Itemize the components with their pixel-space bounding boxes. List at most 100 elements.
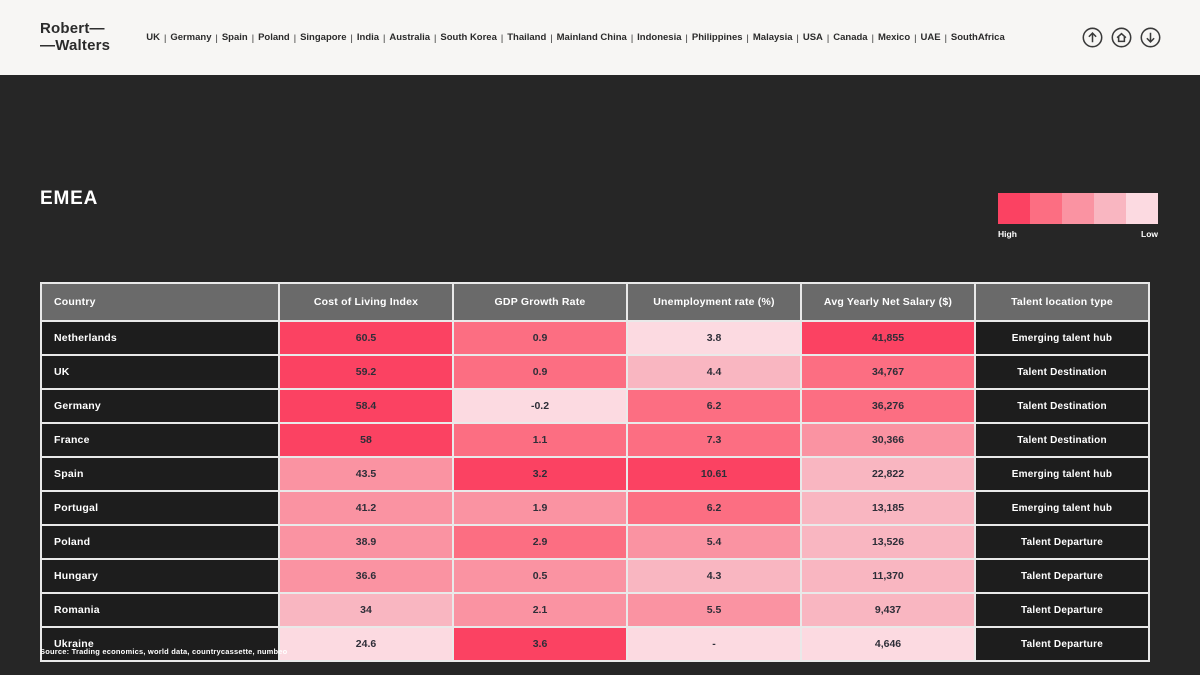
gdp-growth-cell: -0.2 <box>454 390 626 422</box>
nav-item-malaysia[interactable]: Malaysia <box>752 32 793 43</box>
gdp-growth-cell: 0.9 <box>454 356 626 388</box>
nav-item-uae[interactable]: UAE <box>920 32 941 43</box>
nav-item-southafrica[interactable]: SouthAfrica <box>950 32 1005 43</box>
column-header-avg-yearly-net-salary: Avg Yearly Net Salary ($) <box>802 284 974 320</box>
salary-cell: 41,855 <box>802 322 974 354</box>
source-note: Source: Trading economics, world data, c… <box>40 647 288 656</box>
talent-type-cell: Emerging talent hub <box>976 322 1148 354</box>
gdp-growth-cell: 2.1 <box>454 594 626 626</box>
column-header-cost-of-living-index: Cost of Living Index <box>280 284 452 320</box>
logo-line-1: Robert— <box>40 20 105 38</box>
country-cell-spain: Spain <box>42 458 278 490</box>
legend-low-label: Low <box>1141 229 1158 239</box>
up-arrow-icon[interactable] <box>1081 26 1104 49</box>
cost-of-living-cell: 58 <box>280 424 452 456</box>
salary-cell: 30,366 <box>802 424 974 456</box>
cost-of-living-cell: 24.6 <box>280 628 452 660</box>
talent-type-cell: Talent Departure <box>976 560 1148 592</box>
nav-item-mainland-china[interactable]: Mainland China <box>556 32 627 43</box>
logo-line-2: —Walters <box>40 36 111 54</box>
cost-of-living-cell: 43.5 <box>280 458 452 490</box>
unemployment-cell: 4.3 <box>628 560 800 592</box>
column-header-unemployment-rate: Unemployment rate (%) <box>628 284 800 320</box>
gdp-growth-cell: 1.9 <box>454 492 626 524</box>
nav-separator: | <box>826 32 830 43</box>
nav-item-australia[interactable]: Australia <box>389 32 431 43</box>
heatmap-legend: High Low <box>998 193 1158 239</box>
nav-separator: | <box>550 32 553 43</box>
nav-item-singapore[interactable]: Singapore <box>300 32 347 43</box>
unemployment-cell: 5.5 <box>628 594 800 626</box>
talent-type-cell: Emerging talent hub <box>976 458 1148 490</box>
gdp-growth-cell: 0.9 <box>454 322 626 354</box>
cost-of-living-cell: 38.9 <box>280 526 452 558</box>
emea-data-table: Country Cost of Living Index GDP Growth Ra… <box>40 282 1150 662</box>
nav-separator: | <box>944 32 947 43</box>
nav-item-south-korea[interactable]: South Korea <box>440 32 497 43</box>
nav-separator: | <box>871 32 874 43</box>
nav-item-philippines[interactable]: Philippines <box>691 32 743 43</box>
nav-item-thailand[interactable]: Thailand <box>507 32 547 43</box>
gdp-growth-cell: 0.5 <box>454 560 626 592</box>
country-cell-netherlands: Netherlands <box>42 322 278 354</box>
country-nav: UK | Germany | Spain | Poland | Singapore | India |… <box>142 32 1069 43</box>
gdp-growth-cell: 3.2 <box>454 458 626 490</box>
header-icons <box>1081 26 1162 49</box>
unemployment-cell: - <box>628 628 800 660</box>
nav-separator: | <box>685 32 688 43</box>
nav-separator: | <box>383 32 386 43</box>
nav-item-uk[interactable]: UK <box>146 32 160 43</box>
nav-item-germany[interactable]: Germany <box>170 32 212 43</box>
nav-item-poland[interactable]: Poland <box>258 32 290 43</box>
nav-separator: | <box>434 32 437 43</box>
country-cell-france: France <box>42 424 278 456</box>
cost-of-living-cell: 41.2 <box>280 492 452 524</box>
unemployment-cell: 3.8 <box>628 322 800 354</box>
salary-cell: 9,437 <box>802 594 974 626</box>
nav-item-spain[interactable]: Spain <box>221 32 248 43</box>
nav-separator: | <box>293 32 297 43</box>
country-cell-hungary: Hungary <box>42 560 278 592</box>
column-header-talent-location-type: Talent location type <box>976 284 1148 320</box>
talent-type-cell: Talent Destination <box>976 356 1148 388</box>
nav-separator: | <box>163 32 167 43</box>
nav-item-mexico[interactable]: Mexico <box>877 32 911 43</box>
country-cell-ukraine: Ukraine <box>42 628 278 660</box>
gdp-growth-cell: 1.1 <box>454 424 626 456</box>
salary-cell: 4,646 <box>802 628 974 660</box>
robert-walters-logo: Robert— —Walters <box>40 20 111 54</box>
talent-type-cell: Talent Destination <box>976 424 1148 456</box>
cost-of-living-cell: 58.4 <box>280 390 452 422</box>
page-title: EMEA <box>40 188 99 209</box>
nav-separator: | <box>350 32 353 43</box>
talent-type-cell: Talent Destination <box>976 390 1148 422</box>
salary-cell: 36,276 <box>802 390 974 422</box>
gdp-growth-cell: 3.6 <box>454 628 626 660</box>
nav-item-canada[interactable]: Canada <box>833 32 868 43</box>
nav-item-usa[interactable]: USA <box>802 32 823 43</box>
legend-swatch-4 <box>1094 193 1126 224</box>
nav-separator: | <box>796 32 799 43</box>
gdp-growth-cell: 2.9 <box>454 526 626 558</box>
nav-separator: | <box>630 32 634 43</box>
legend-high-label: High <box>998 229 1017 239</box>
legend-swatch-1 <box>998 193 1030 224</box>
legend-swatch-3 <box>1062 193 1094 224</box>
unemployment-cell: 10.61 <box>628 458 800 490</box>
salary-cell: 34,767 <box>802 356 974 388</box>
unemployment-cell: 4.4 <box>628 356 800 388</box>
nav-item-indonesia[interactable]: Indonesia <box>637 32 682 43</box>
unemployment-cell: 6.2 <box>628 492 800 524</box>
salary-cell: 13,185 <box>802 492 974 524</box>
legend-swatch-2 <box>1030 193 1062 224</box>
country-cell-uk: UK <box>42 356 278 388</box>
nav-separator: | <box>746 32 749 43</box>
salary-cell: 22,822 <box>802 458 974 490</box>
nav-separator: | <box>914 32 917 43</box>
home-icon[interactable] <box>1110 26 1133 49</box>
talent-type-cell: Talent Departure <box>976 594 1148 626</box>
nav-item-india[interactable]: India <box>356 32 380 43</box>
unemployment-cell: 7.3 <box>628 424 800 456</box>
down-arrow-icon[interactable] <box>1139 26 1162 49</box>
salary-cell: 13,526 <box>802 526 974 558</box>
